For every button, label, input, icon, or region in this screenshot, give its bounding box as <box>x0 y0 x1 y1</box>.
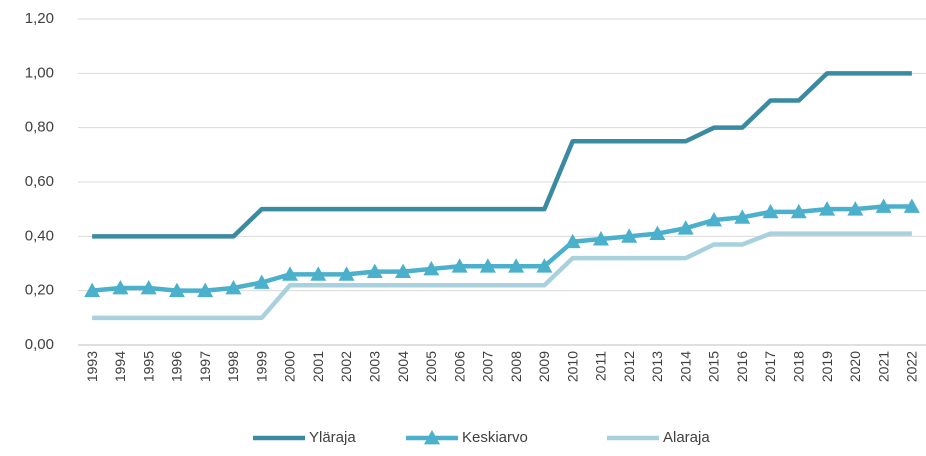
y-tick-label: 0,20 <box>25 282 54 299</box>
x-tick-label: 1993 <box>84 351 100 382</box>
x-tick-label: 1997 <box>197 351 213 382</box>
x-tick-label: 2000 <box>282 351 298 382</box>
x-tick-label: 2019 <box>819 351 835 382</box>
x-tick-label: 2004 <box>395 351 411 382</box>
y-tick-label: 1,00 <box>25 64 54 81</box>
x-tick-label: 2016 <box>734 351 750 382</box>
x-tick-label: 2009 <box>536 351 552 382</box>
y-tick-label: 0,60 <box>25 173 54 190</box>
series-line <box>91 204 912 293</box>
y-tick-label: 0,00 <box>25 336 54 353</box>
x-tick-label: 2020 <box>847 351 863 382</box>
marker <box>338 266 355 281</box>
x-tick-label: 1996 <box>169 351 185 382</box>
marker <box>762 203 779 219</box>
marker <box>706 212 722 227</box>
x-tick-label: 2021 <box>875 351 891 382</box>
legend-label: Yläraja <box>309 429 356 446</box>
marker <box>592 231 609 246</box>
x-tick-label: 1999 <box>253 351 269 382</box>
x-tick-label: 1998 <box>225 351 241 382</box>
x-tick-label: 1995 <box>140 351 156 382</box>
marker <box>112 279 129 295</box>
marker <box>734 209 751 224</box>
x-tick-label: 2008 <box>508 351 524 382</box>
marker <box>451 258 468 273</box>
marker <box>677 220 694 235</box>
legend-marker <box>424 430 440 445</box>
marker <box>366 263 383 279</box>
x-tick-label: 2018 <box>791 351 807 382</box>
marker <box>819 201 836 216</box>
marker <box>847 201 864 216</box>
x-tick-label: 2022 <box>904 351 920 382</box>
x-tick-label: 2003 <box>367 351 383 382</box>
marker <box>536 258 553 273</box>
y-tick-label: 0,40 <box>25 227 54 244</box>
marker <box>875 198 892 213</box>
marker <box>649 225 666 241</box>
marker <box>310 266 327 281</box>
legend-label: Keskiarvo <box>462 429 528 446</box>
y-tick-label: 1,20 <box>25 10 54 27</box>
marker <box>84 282 101 298</box>
marker <box>225 279 242 295</box>
x-tick-label: 2007 <box>480 351 496 382</box>
marker <box>282 266 298 281</box>
x-tick-label: 2014 <box>677 351 693 382</box>
marker <box>564 233 581 249</box>
marker <box>423 260 440 276</box>
marker <box>395 263 412 279</box>
x-tick-label: 2012 <box>621 351 637 382</box>
legend-label: Alaraja <box>663 429 710 446</box>
x-tick-label: 2002 <box>338 351 354 382</box>
marker <box>479 258 496 273</box>
x-tick-label: 2006 <box>451 351 467 382</box>
series-line <box>92 231 912 321</box>
marker <box>903 198 920 213</box>
x-tick-label: 1994 <box>112 351 128 382</box>
marker <box>621 228 638 243</box>
series-line <box>92 71 912 239</box>
marker <box>253 274 270 289</box>
x-tick-label: 2015 <box>706 351 722 382</box>
marker <box>790 203 807 219</box>
x-tick-label: 2011 <box>593 351 609 381</box>
y-tick-label: 0,80 <box>25 119 54 136</box>
marker <box>140 279 157 295</box>
x-tick-label: 2010 <box>564 351 580 382</box>
marker <box>508 258 525 273</box>
x-tick-label: 2005 <box>423 351 439 382</box>
x-tick-label: 2017 <box>762 351 778 382</box>
x-tick-label: 2013 <box>649 351 665 382</box>
marker <box>168 282 185 298</box>
x-tick-label: 2001 <box>310 351 326 382</box>
marker <box>197 282 214 298</box>
